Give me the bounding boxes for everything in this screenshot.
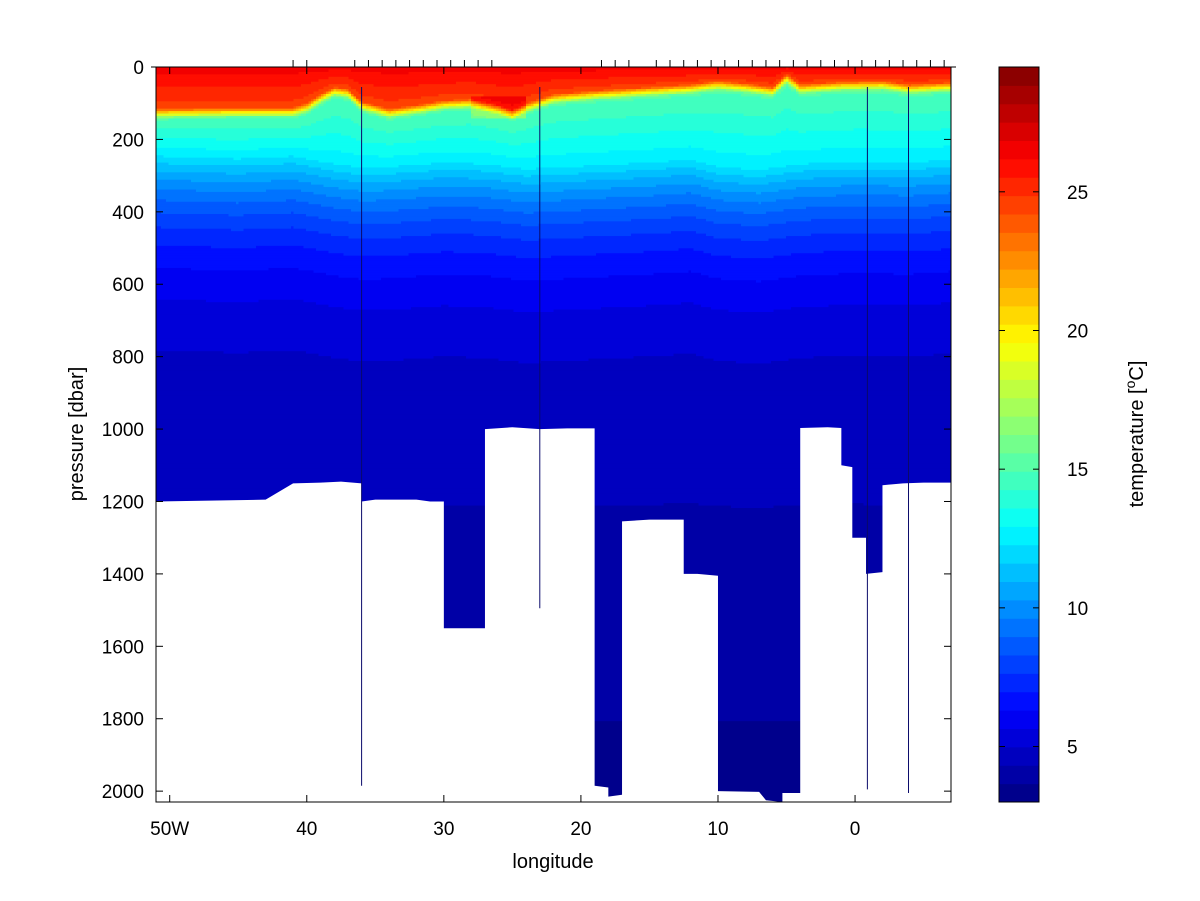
temperature-field bbox=[156, 67, 953, 804]
